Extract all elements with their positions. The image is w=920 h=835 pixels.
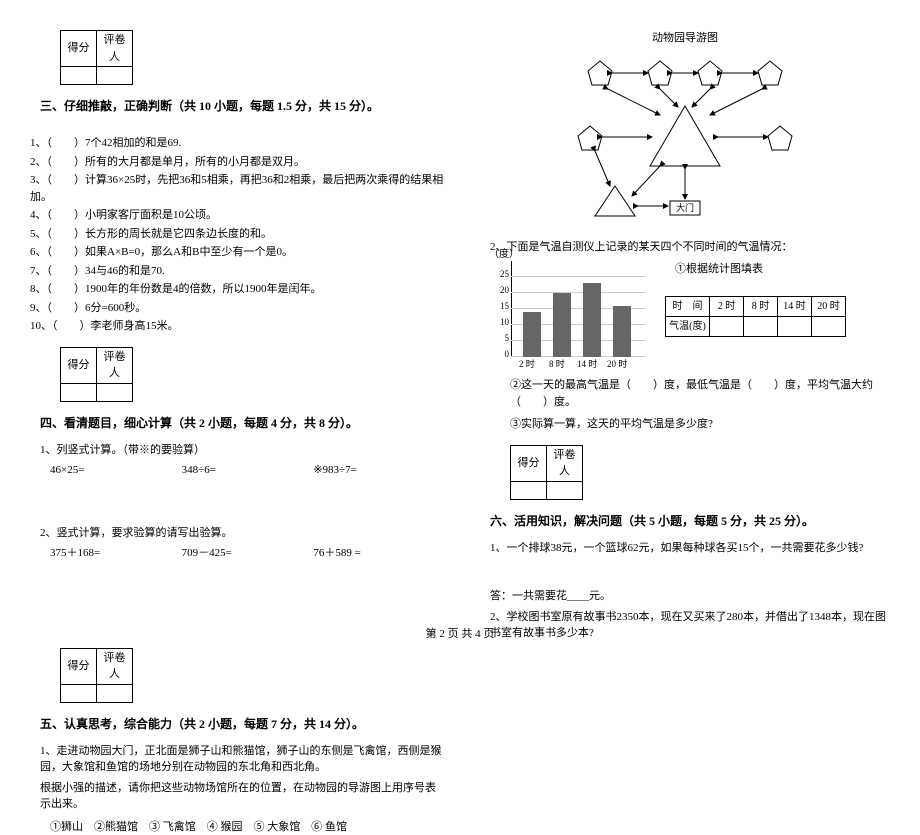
q3-5: 5、（ ）长方形的周长就是它四条边长度的和。	[30, 226, 445, 243]
q3-9: 9、（ ）6分=600秒。	[30, 300, 445, 317]
diagram-title: 动物园导游图	[480, 30, 890, 47]
chart-table-title: ①根据统计图填表	[675, 261, 846, 278]
q5-1-text: 1、走进动物园大门，正北面是狮子山和熊猫馆，狮子山的东侧是飞禽馆，西侧是猴园，大…	[40, 743, 445, 776]
q4-1-label: 1、列竖式计算。（带※的要验算）	[40, 442, 445, 459]
section-3-title: 三、仔细推敲，正确判断（共 10 小题，每题 1.5 分，共 15 分）。	[40, 97, 379, 115]
q6-1: 1、一个排球38元，一个篮球62元，如果每种球各买15个，一共需要花多少钱?	[490, 540, 890, 557]
q3-2: 2、（ ）所有的大月都是单月，所有的小月都是双月。	[30, 154, 445, 171]
pentagon-right	[768, 126, 792, 150]
triangle-center	[650, 106, 720, 166]
right-column: 动物园导游图 大门	[460, 30, 890, 620]
temperature-chart: （度） 0 5 10 15 20 25	[495, 261, 645, 371]
section-6-title: 六、活用知识，解决问题（共 5 小题，每题 5 分，共 25 分）。	[490, 512, 814, 530]
section-3-questions: 1、（ ）7个42相加的和是69. 2、（ ）所有的大月都是单月，所有的小月都是…	[30, 135, 445, 335]
score-header: 得分	[61, 31, 97, 67]
q4-2-row: 375＋168= 709－425= 76＋589 =	[50, 545, 445, 562]
grader-header: 评卷人	[97, 31, 133, 67]
chart-ylabel: （度）	[489, 247, 519, 262]
pentagon-left	[578, 126, 602, 150]
bar-2h	[523, 312, 541, 357]
score-box-section-4: 得分评卷人	[60, 347, 133, 402]
left-column: 得分评卷人 三、仔细推敲，正确判断（共 10 小题，每题 1.5 分，共 15 …	[30, 30, 460, 620]
arrow-icon	[632, 166, 660, 196]
pentagon-top-mid-l	[648, 61, 672, 85]
score-box-section-5: 得分评卷人	[60, 648, 133, 703]
pentagon-top-mid-r	[698, 61, 722, 85]
q4-1-row: 46×25= 348÷6= ※983÷7=	[50, 462, 445, 479]
arrow-icon	[692, 89, 710, 107]
q5-2-calc: ③实际算一算，这天的平均气温是多少度?	[510, 416, 890, 433]
arrow-icon	[660, 89, 678, 107]
score-box-section-6: 得分评卷人	[510, 445, 583, 500]
score-box-section-3: 得分评卷人	[60, 30, 133, 85]
page-footer: 第 2 页 共 4 页	[0, 626, 920, 643]
zoo-diagram: 大门	[560, 51, 810, 231]
section-4-title: 四、看清题目，细心计算（共 2 小题，每题 4 分，共 8 分）。	[40, 414, 358, 432]
arrow-icon	[710, 89, 762, 115]
q3-8: 8、（ ）1900年的年份数是4的倍数，所以1900年是闰年。	[30, 281, 445, 298]
q5-1-opts: ①狮山 ②熊猫馆 ③ 飞禽馆 ④ 猴园 ⑤ 大象馆 ⑥ 鱼馆	[50, 819, 445, 835]
q6-1-ans: 答：一共需要花____元。	[490, 588, 890, 605]
q3-4: 4、（ ）小明家客厅面积是10公顷。	[30, 207, 445, 224]
q3-3: 3、（ ）计算36×25时，先把36和5相乘，再把36和2相乘，最后把两次乘得的…	[30, 172, 445, 205]
arrow-icon	[608, 89, 660, 115]
bar-14h	[583, 283, 601, 357]
q3-1: 1、（ ）7个42相加的和是69.	[30, 135, 445, 152]
q3-7: 7、（ ）34与46的和是70.	[30, 263, 445, 280]
section-5-title: 五、认真思考，综合能力（共 2 小题，每题 7 分，共 14 分）。	[40, 715, 364, 733]
q5-1-sub: 根据小强的描述，请你把这些动物场馆所在的位置，在动物园的导游图上用序号表示出来。	[40, 780, 445, 813]
pentagon-top-left	[588, 61, 612, 85]
bar-8h	[553, 293, 571, 357]
bar-20h	[613, 306, 631, 357]
pentagon-top-right	[758, 61, 782, 85]
q4-2-label: 2、竖式计算，要求验算的请写出验算。	[40, 525, 445, 542]
q3-6: 6、（ ）如果A×B=0，那么A和B中至少有一个是0。	[30, 244, 445, 261]
triangle-bottom	[595, 186, 635, 216]
q3-10: 10、（ ）李老师身高15米。	[30, 318, 445, 335]
temperature-table: 时 间 2 时 8 时 14 时 20 时 气温(度)	[665, 296, 846, 337]
arrow-icon	[595, 151, 610, 186]
q5-2-blanks: ②这一天的最高气温是（ ）度，最低气温是（ ）度，平均气温大约（ ）度。	[510, 377, 890, 410]
gate-label: 大门	[676, 202, 694, 213]
q5-2-intro: 2、下面是气温自测仪上记录的某天四个不同时间的气温情况：	[490, 239, 890, 256]
